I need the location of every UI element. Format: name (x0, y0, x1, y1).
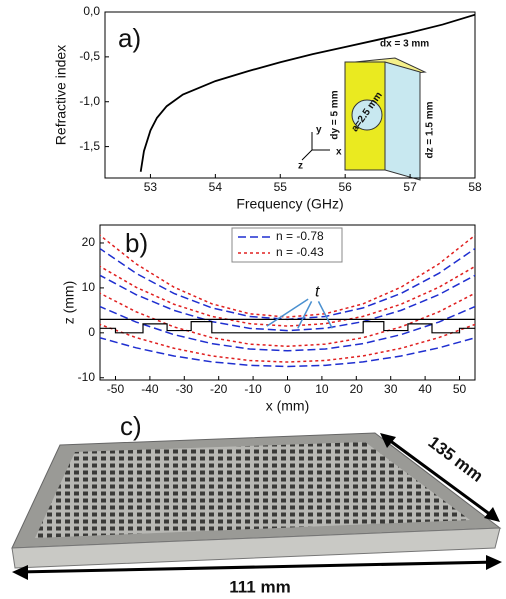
data-line (100, 305, 475, 352)
x-tick-label: 20 (350, 382, 364, 396)
dimension-arrow (17, 560, 499, 574)
data-line (100, 274, 475, 332)
annotation: t (315, 284, 320, 301)
x-tick-label: -50 (107, 382, 125, 396)
y-tick-label: 20 (82, 235, 96, 249)
y-axis-label: z (mm) (61, 281, 77, 325)
x-tick-label: 56 (338, 180, 352, 194)
cell-hole (351, 99, 383, 131)
x-tick-label: 40 (418, 382, 432, 396)
x-tick-label: -30 (176, 382, 194, 396)
plate-edge (11, 527, 501, 569)
x-tick-label: 55 (274, 180, 288, 194)
photo: c) 111 mm 135 mm (11, 411, 502, 596)
axis-arrow (301, 149, 313, 161)
data-line (100, 337, 475, 368)
data-line (100, 292, 475, 348)
y-tick-label: 0,0 (83, 4, 100, 18)
plot-frame (104, 11, 476, 179)
arrow-head (484, 507, 500, 522)
inset-label: x (336, 147, 342, 158)
annotation-arrow (297, 301, 313, 329)
legend-label: n = -0.78 (276, 229, 324, 243)
x-tick-label: 54 (209, 180, 223, 194)
data-line (100, 320, 475, 334)
y-tick-label: 10 (82, 280, 96, 294)
data-line (100, 234, 475, 318)
x-axis-label: Frequency (GHz) (236, 196, 343, 212)
inset-label: dx = 3 mm (380, 39, 429, 50)
arrow-head (12, 565, 28, 580)
annotation-arrow (317, 301, 333, 329)
inset-label: z (298, 161, 303, 172)
y-axis-label: Refractive index (53, 45, 69, 145)
arrow-head (380, 433, 396, 448)
legend-box (231, 227, 343, 263)
x-tick-label: -20 (210, 382, 228, 396)
legend-label: n = -0.43 (276, 245, 324, 259)
x-tick-label: 0 (284, 382, 291, 396)
data-line (139, 13, 475, 172)
x-tick-label: -10 (244, 382, 262, 396)
x-axis-label: x (mm) (266, 398, 310, 414)
y-tick-label: -1,0 (79, 94, 100, 108)
annotation-arrow (266, 298, 309, 327)
unit-cell-inset: dx = 3 mm dy = 5 mm dz = 1.5 mm a=2.5 mm… (298, 39, 436, 181)
plate-holes (35, 442, 470, 538)
x-tick-label: 10 (315, 382, 329, 396)
inset-label: dy = 5 mm (330, 90, 341, 139)
cell-side (384, 61, 421, 181)
x-tick-label: 30 (384, 382, 398, 396)
width-label: 111 mm (229, 577, 290, 596)
inset-label: dz = 1.5 mm (425, 101, 436, 158)
y-tick-label: -1,5 (79, 139, 100, 153)
x-tick-label: 53 (144, 180, 158, 194)
y-tick-label: -10 (78, 370, 96, 384)
arrow-head (486, 555, 502, 570)
data-line (100, 323, 475, 363)
data-line (100, 265, 475, 327)
panel-label: c) (120, 411, 142, 441)
panel-label: a) (118, 23, 141, 53)
inset-label: y (316, 125, 322, 136)
dimension-arrow (384, 435, 496, 520)
x-tick-label: -40 (141, 382, 159, 396)
x-tick-label: 50 (453, 382, 467, 396)
y-tick-label: 0 (88, 325, 95, 339)
panel-label: b) (125, 228, 148, 258)
x-tick-label: 58 (468, 180, 482, 194)
y-tick-label: -0,5 (79, 49, 100, 63)
x-tick-label: 57 (403, 180, 417, 194)
